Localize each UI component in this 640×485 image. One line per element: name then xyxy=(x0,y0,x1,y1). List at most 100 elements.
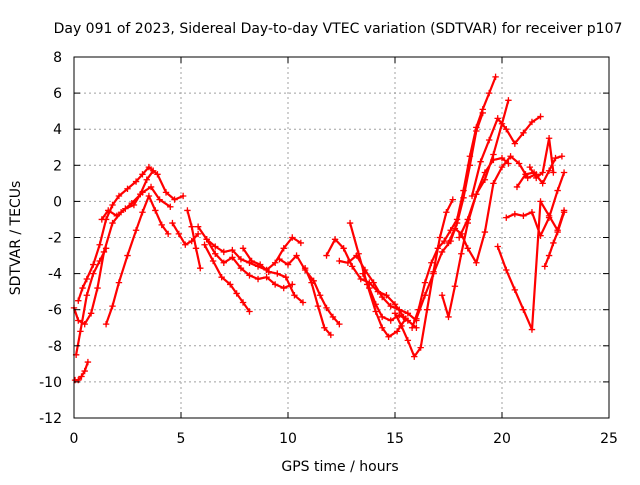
data-point xyxy=(316,292,324,299)
data-point xyxy=(344,259,352,266)
data-point xyxy=(485,89,493,97)
data-point xyxy=(391,310,399,317)
data-point xyxy=(503,126,510,133)
series-trace xyxy=(361,272,418,329)
data-point xyxy=(308,279,315,286)
series-arc-29 xyxy=(526,135,557,182)
y-tick-label: -8 xyxy=(48,339,62,355)
data-point xyxy=(436,234,444,241)
chart-title: Day 091 of 2023, Sidereal Day-to-day VTE… xyxy=(54,21,623,37)
data-point xyxy=(171,196,178,203)
data-point xyxy=(481,176,489,183)
data-point xyxy=(372,308,379,315)
data-point xyxy=(94,284,101,292)
data-point xyxy=(297,239,305,247)
data-point xyxy=(398,322,405,330)
y-tick-label: 4 xyxy=(53,122,62,138)
data-point xyxy=(552,154,559,162)
data-point xyxy=(494,115,501,122)
data-point xyxy=(109,302,116,310)
data-point xyxy=(490,151,497,158)
series-arc-28 xyxy=(513,153,566,191)
data-point xyxy=(179,192,187,200)
data-point xyxy=(490,180,497,187)
series-trace xyxy=(74,247,108,356)
data-point xyxy=(473,259,480,266)
data-point xyxy=(256,261,264,268)
data-point xyxy=(90,270,97,277)
data-point xyxy=(162,189,170,196)
data-point xyxy=(378,313,386,321)
data-point xyxy=(477,158,484,165)
data-series xyxy=(70,73,568,384)
data-point xyxy=(522,171,529,178)
data-point xyxy=(468,192,476,200)
data-point xyxy=(105,207,112,214)
data-point xyxy=(408,324,416,331)
y-tick-label: 8 xyxy=(53,50,62,66)
data-point xyxy=(175,230,183,238)
data-point xyxy=(229,246,236,254)
data-point xyxy=(331,236,339,243)
data-point xyxy=(355,250,362,257)
data-point xyxy=(393,328,401,335)
data-point xyxy=(271,281,279,288)
data-point xyxy=(411,353,418,360)
data-point xyxy=(81,367,88,375)
data-point xyxy=(541,263,548,270)
data-point xyxy=(498,154,506,162)
data-point xyxy=(109,201,116,209)
data-point xyxy=(237,255,245,263)
y-axis-title: SDTVAR / TECUs xyxy=(8,181,24,296)
data-point xyxy=(139,209,146,216)
data-point xyxy=(391,301,399,308)
data-point xyxy=(212,243,219,250)
data-point xyxy=(505,160,512,167)
data-point xyxy=(115,279,123,286)
data-point xyxy=(479,109,486,117)
data-point xyxy=(78,373,85,380)
data-point xyxy=(254,275,262,283)
data-point xyxy=(545,135,553,142)
series-trace xyxy=(100,169,155,221)
data-point xyxy=(197,264,204,272)
data-point xyxy=(443,209,450,216)
y-tick-label: -2 xyxy=(48,231,62,247)
data-point xyxy=(533,174,540,182)
data-point xyxy=(511,210,519,218)
y-tick-label: -10 xyxy=(39,375,62,391)
data-point xyxy=(194,223,202,230)
data-point xyxy=(404,337,412,344)
data-point xyxy=(498,163,506,171)
data-point xyxy=(280,245,287,252)
data-point xyxy=(218,274,225,281)
data-point xyxy=(449,196,456,203)
data-point xyxy=(184,207,191,214)
data-point xyxy=(169,219,176,227)
data-point xyxy=(124,252,131,259)
data-point xyxy=(430,270,437,277)
data-point xyxy=(229,254,236,261)
data-point xyxy=(158,221,165,229)
data-point xyxy=(357,275,364,283)
data-point xyxy=(137,190,144,198)
data-point xyxy=(492,73,499,81)
data-point xyxy=(237,264,245,272)
data-point xyxy=(98,216,106,223)
data-point xyxy=(321,324,328,331)
data-point xyxy=(473,190,480,198)
data-point xyxy=(188,223,195,230)
data-point xyxy=(84,358,92,366)
data-point xyxy=(79,284,86,292)
data-point xyxy=(520,129,527,137)
data-point xyxy=(537,113,544,120)
data-point xyxy=(417,344,424,351)
data-point xyxy=(87,310,95,317)
data-point xyxy=(149,167,157,174)
data-point xyxy=(83,275,91,283)
data-point xyxy=(537,198,544,205)
data-point xyxy=(75,297,82,304)
data-point xyxy=(130,201,138,209)
data-point xyxy=(359,270,367,277)
